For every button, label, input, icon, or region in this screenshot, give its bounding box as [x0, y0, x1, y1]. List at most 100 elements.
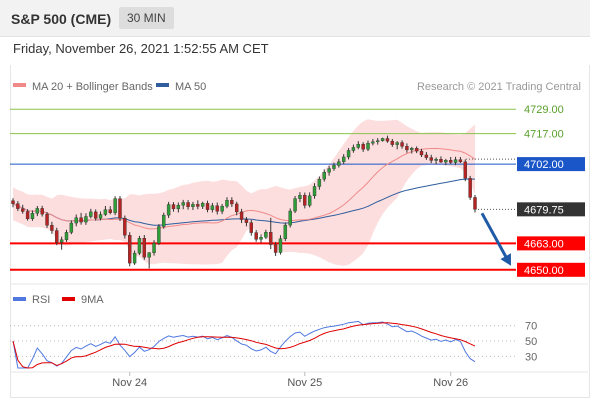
price-level-labels: 4729.00 4717.00 4702.00 4679.75 4663.00 4650.…: [517, 104, 585, 277]
level-label: 4679.75: [524, 204, 564, 216]
candle-body: [366, 142, 370, 150]
candle-body: [473, 197, 477, 210]
level-label-bg: [517, 262, 585, 277]
symbol-title: S&P 500 (CME): [11, 11, 112, 27]
candle-body: [79, 217, 83, 223]
x-tick-label: Nov 25: [287, 377, 322, 389]
level-label: 4663.00: [524, 238, 564, 250]
candle-body: [273, 244, 278, 253]
candle-body: [405, 146, 409, 151]
candle-body: [341, 156, 346, 162]
level-label: 4650.00: [524, 265, 564, 277]
candle-body: [93, 211, 98, 219]
candle-body: [215, 205, 219, 212]
candle-body: [103, 209, 108, 215]
ma20-line: [12, 147, 476, 230]
chart-datetime: Friday, November 26, 2021 1:52:55 AM CET: [13, 41, 269, 56]
rsi-legend-label: RSI: [32, 294, 50, 306]
candle-body: [254, 232, 258, 240]
ma20-legend-label: MA 20 + Bollinger Bands: [32, 81, 153, 93]
candle-body: [210, 205, 215, 210]
candle-body: [40, 208, 44, 215]
candle-body: [220, 205, 224, 212]
candle-body: [283, 224, 288, 239]
candle-body: [434, 159, 438, 161]
candle-body: [244, 219, 249, 223]
candle-body: [176, 204, 181, 210]
candle-body: [269, 232, 273, 245]
candle-body: [225, 200, 229, 207]
rsi-legend-swatch: [13, 297, 26, 301]
candle-body: [171, 204, 176, 210]
candle-body: [162, 214, 166, 227]
candle-body: [429, 157, 433, 161]
candle-body: [157, 226, 161, 244]
candle-body: [312, 186, 317, 197]
level-label-bg: [517, 236, 585, 251]
candle-body: [181, 202, 185, 206]
ma50-legend-swatch: [156, 83, 169, 87]
candle-body: [113, 198, 117, 213]
candle-body: [337, 161, 341, 166]
candle-body: [327, 168, 331, 173]
top-bar: S&P 500 (CME) 30 MIN: [0, 0, 590, 37]
candle-body: [298, 195, 302, 199]
candle-body: [395, 142, 399, 145]
candle-body: [45, 213, 49, 226]
level-label-bg: [517, 157, 585, 172]
candle-body: [453, 159, 458, 163]
x-axis: Nov 24 Nov 25 Nov 26: [112, 372, 468, 389]
candle-body: [371, 141, 375, 144]
forecast-arrow: [480, 212, 511, 266]
candle-body: [137, 238, 142, 254]
candle-body: [317, 178, 322, 187]
x-tick-label: Nov 24: [112, 377, 147, 389]
ma20-legend-swatch: [13, 83, 26, 87]
candle-body: [30, 213, 35, 219]
bollinger-bands: [13, 119, 475, 266]
forecast-arrow-shaft: [480, 212, 509, 260]
candle-body: [356, 143, 360, 148]
forecast-arrow-head: [500, 253, 511, 266]
candle-body: [419, 150, 424, 156]
moving-averages: [12, 147, 476, 230]
candle-body: [98, 214, 103, 219]
candle-body: [59, 239, 64, 243]
bollinger-band-fill: [13, 119, 475, 266]
candle-body: [196, 204, 200, 207]
candle-body: [142, 238, 147, 258]
x-tick-label: Nov 26: [433, 377, 468, 389]
candle-body: [400, 142, 404, 147]
candle-body: [249, 222, 254, 233]
level-label: 4702.00: [524, 159, 564, 171]
candle-body: [239, 211, 244, 220]
candle-body: [380, 138, 385, 141]
candle-body: [264, 232, 268, 238]
rsi-tick-label: 70: [525, 321, 537, 333]
candle-body: [293, 198, 297, 212]
candle-body: [414, 148, 419, 152]
candle-body: [166, 204, 171, 216]
candle-body: [50, 225, 54, 231]
candle-body: [351, 147, 356, 151]
candle-body: [123, 217, 127, 236]
price-levels: [10, 108, 516, 271]
candle-body: [448, 160, 453, 163]
copyright-text: Research © 2021 Trading Central: [417, 81, 581, 93]
rsi-tick-label: 30: [525, 351, 537, 363]
timeframe-button[interactable]: 30 MIN: [119, 7, 174, 29]
candle-body: [332, 165, 336, 169]
candle-body: [74, 217, 78, 224]
level-label: 4729.00: [524, 104, 564, 116]
candle-body: [55, 230, 59, 243]
candle-body: [259, 237, 263, 240]
candle-body: [186, 202, 190, 207]
candle-body: [21, 208, 25, 212]
rsi-ma-line: [12, 322, 476, 369]
candle-body: [108, 209, 112, 213]
candle-body: [69, 222, 74, 233]
candle-body: [346, 150, 351, 158]
candle-body: [444, 160, 448, 163]
candle-body: [463, 161, 467, 179]
